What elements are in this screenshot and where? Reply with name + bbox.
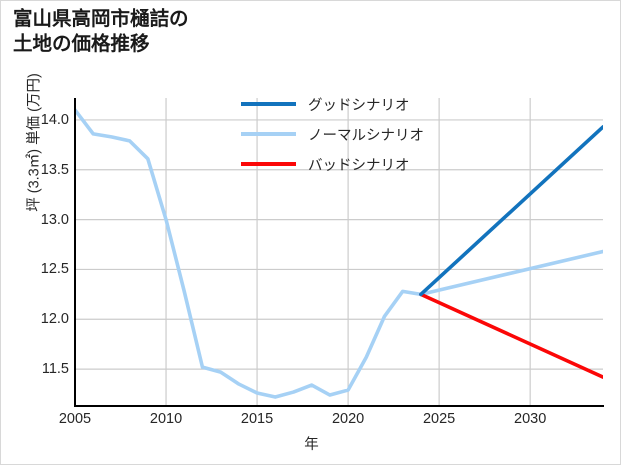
y-tick-label: 14.0	[40, 111, 69, 128]
x-tick-label: 2010	[149, 411, 183, 427]
legend-swatch-bad-icon	[241, 162, 296, 166]
x-tick-label: 2005	[58, 411, 92, 427]
series-lines	[75, 108, 603, 399]
chart-legend: グッドシナリオ ノーマルシナリオ バッドシナリオ	[241, 91, 424, 177]
x-axis-spine	[74, 405, 604, 407]
y-axis-tick-labels: 11.5 12.0 12.5 13.0 13.5 14.0	[1, 1, 69, 466]
series-line-normal	[75, 108, 603, 399]
legend-label-good: グッドシナリオ	[308, 97, 410, 114]
x-tick-label: 2015	[240, 411, 274, 427]
x-tick-label: 2025	[422, 411, 456, 427]
x-axis-title: 年	[304, 437, 319, 453]
y-axis-spine	[74, 98, 76, 407]
y-tick-label: 13.5	[40, 161, 69, 178]
horizontal-gridlines	[75, 119, 603, 370]
legend-swatch-good-icon	[241, 102, 296, 106]
y-tick-label: 12.5	[40, 261, 69, 278]
legend-item-good: グッドシナリオ	[241, 91, 424, 117]
series-line-bad	[419, 292, 603, 379]
y-tick-label: 11.5	[41, 361, 69, 378]
page-title: 富山県高岡市樋詰の 土地の価格推移	[13, 8, 189, 56]
y-tick-label: 12.0	[40, 311, 69, 328]
y-axis-title: 坪 (3.3㎡) 単価 (万円)	[26, 73, 43, 212]
plot-area	[75, 98, 603, 406]
vertical-gridlines	[75, 98, 531, 406]
chart-svg	[75, 98, 603, 406]
legend-item-normal: ノーマルシナリオ	[241, 121, 424, 147]
series-line-good	[419, 125, 603, 297]
legend-label-normal: ノーマルシナリオ	[308, 127, 424, 144]
legend-label-bad: バッドシナリオ	[308, 157, 410, 174]
legend-swatch-normal-icon	[241, 132, 296, 136]
x-tick-label: 2030	[514, 411, 547, 427]
y-tick-label: 13.0	[40, 211, 69, 228]
legend-item-bad: バッドシナリオ	[241, 151, 424, 177]
x-tick-label: 2020	[331, 411, 365, 427]
